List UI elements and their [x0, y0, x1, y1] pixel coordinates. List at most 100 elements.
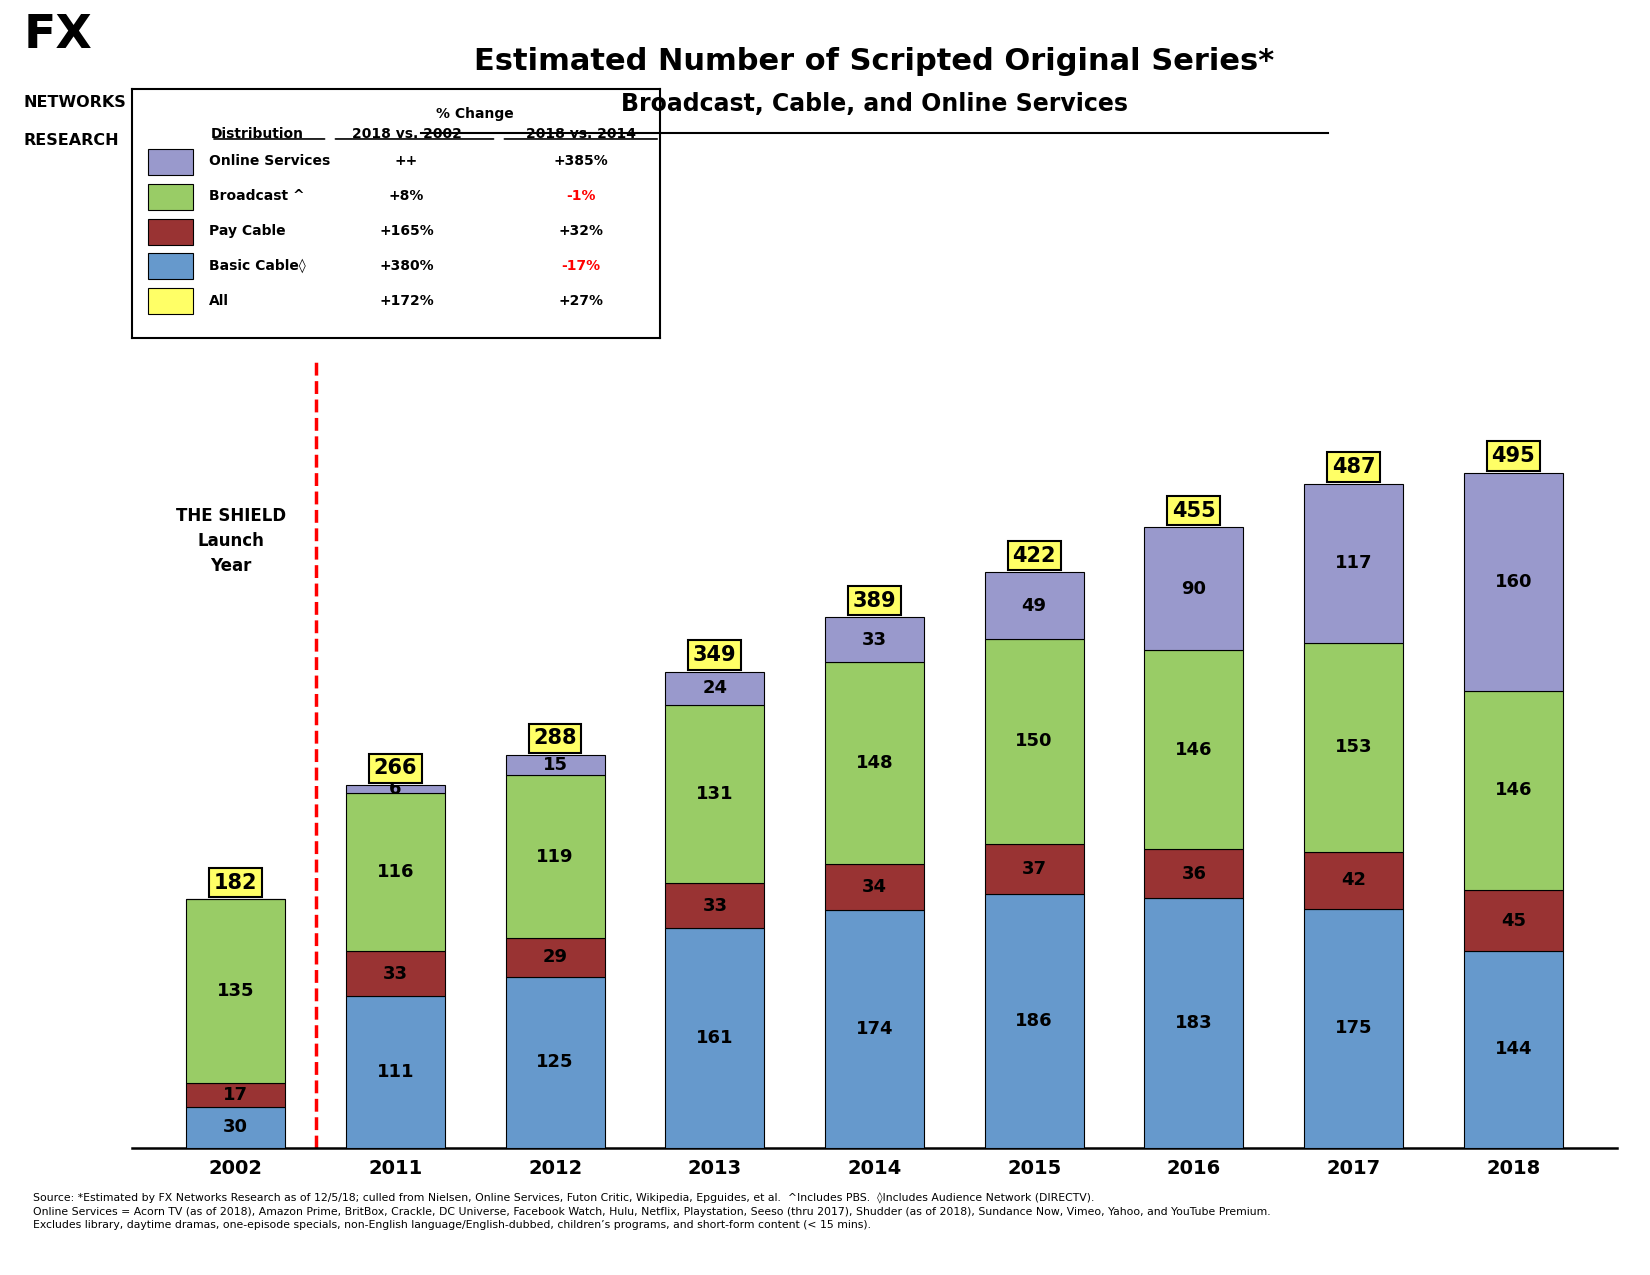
Text: 45: 45	[1502, 912, 1526, 929]
Text: 49: 49	[1021, 597, 1046, 615]
Text: Source: *Estimated by FX Networks Research as of 12/5/18; culled from Nielsen, O: Source: *Estimated by FX Networks Resear…	[33, 1192, 1270, 1230]
Text: +165%: +165%	[380, 224, 434, 238]
Bar	[1304, 852, 1402, 909]
Bar	[148, 288, 193, 314]
Bar	[1145, 528, 1244, 650]
Text: 30: 30	[223, 1118, 248, 1136]
Text: +32%: +32%	[558, 224, 604, 238]
Bar	[346, 951, 446, 996]
Text: 495: 495	[1492, 446, 1535, 467]
Text: 90: 90	[1181, 580, 1206, 598]
Text: 146: 146	[1495, 782, 1531, 799]
Text: 29: 29	[543, 949, 568, 966]
Bar	[1145, 898, 1244, 1148]
Text: 288: 288	[533, 728, 578, 748]
Text: 117: 117	[1335, 555, 1373, 572]
Bar	[985, 894, 1084, 1148]
Text: 33: 33	[861, 631, 888, 649]
Text: +27%: +27%	[558, 293, 604, 307]
Bar	[665, 928, 764, 1148]
Bar	[1464, 890, 1563, 951]
Text: +172%: +172%	[380, 293, 434, 307]
Text: 2018 vs. 2014: 2018 vs. 2014	[526, 126, 635, 140]
Bar	[148, 184, 193, 210]
Bar	[1304, 643, 1402, 852]
Text: 6: 6	[389, 780, 401, 798]
Text: 146: 146	[1175, 741, 1213, 759]
Text: 119: 119	[536, 848, 574, 866]
Text: 389: 389	[853, 590, 896, 611]
Text: 131: 131	[696, 785, 734, 803]
Text: Distribution: Distribution	[211, 126, 304, 140]
Bar	[148, 149, 193, 175]
Bar	[825, 617, 924, 662]
Bar	[985, 572, 1084, 639]
Text: 153: 153	[1335, 738, 1373, 756]
Text: Basic Cable◊: Basic Cable◊	[208, 259, 305, 273]
Text: % Change: % Change	[436, 107, 515, 121]
Text: NETWORKS: NETWORKS	[23, 94, 127, 110]
Text: 174: 174	[856, 1020, 893, 1038]
Bar	[1145, 650, 1244, 849]
Bar	[346, 793, 446, 951]
Text: All: All	[208, 293, 229, 307]
Bar	[825, 662, 924, 864]
Text: FX: FX	[23, 13, 92, 57]
Text: 175: 175	[1335, 1019, 1373, 1038]
Bar	[1145, 849, 1244, 898]
Text: 455: 455	[1172, 501, 1216, 520]
Bar	[505, 775, 604, 937]
Bar	[186, 1084, 285, 1107]
Text: RESEARCH: RESEARCH	[23, 133, 119, 148]
Text: 144: 144	[1495, 1040, 1531, 1058]
Bar	[1304, 909, 1402, 1148]
Text: 33: 33	[383, 965, 408, 983]
Text: 422: 422	[1013, 546, 1056, 566]
Text: 349: 349	[693, 645, 736, 666]
Text: -17%: -17%	[561, 259, 601, 273]
Bar	[346, 996, 446, 1148]
Text: 135: 135	[218, 983, 254, 1001]
Bar	[985, 639, 1084, 844]
Bar	[1304, 483, 1402, 643]
Bar	[825, 910, 924, 1148]
Text: 186: 186	[1015, 1012, 1053, 1030]
Bar	[1464, 951, 1563, 1148]
Bar	[148, 254, 193, 279]
Text: 2018 vs. 2002: 2018 vs. 2002	[351, 126, 462, 140]
Text: Broadcast, Cable, and Online Services: Broadcast, Cable, and Online Services	[620, 92, 1129, 116]
Text: Estimated Number of Scripted Original Series*: Estimated Number of Scripted Original Se…	[475, 47, 1274, 76]
Text: +385%: +385%	[553, 154, 609, 168]
Bar	[346, 785, 446, 793]
Bar	[186, 1107, 285, 1148]
Text: 160: 160	[1495, 572, 1531, 590]
Text: Broadcast ^: Broadcast ^	[208, 189, 304, 203]
Bar	[665, 884, 764, 928]
Text: 183: 183	[1175, 1014, 1213, 1031]
Text: +380%: +380%	[380, 259, 434, 273]
Bar	[186, 899, 285, 1084]
Text: 150: 150	[1015, 732, 1053, 751]
Text: 36: 36	[1181, 864, 1206, 882]
Text: 148: 148	[856, 754, 893, 773]
Text: 125: 125	[536, 1053, 574, 1071]
Text: Pay Cable: Pay Cable	[208, 224, 285, 238]
Bar	[825, 864, 924, 910]
Text: 487: 487	[1332, 456, 1376, 477]
Text: 17: 17	[223, 1086, 248, 1104]
Text: Online Services: Online Services	[208, 154, 330, 168]
Text: ++: ++	[394, 154, 417, 168]
Text: 161: 161	[696, 1029, 734, 1047]
Text: 42: 42	[1341, 871, 1366, 890]
Bar	[505, 937, 604, 977]
Text: 24: 24	[703, 680, 728, 697]
Text: +8%: +8%	[389, 189, 424, 203]
Bar	[1464, 473, 1563, 691]
Text: 266: 266	[373, 759, 417, 778]
Bar	[985, 844, 1084, 894]
Text: 34: 34	[861, 878, 888, 896]
Text: 116: 116	[376, 863, 414, 881]
Text: 33: 33	[703, 896, 728, 914]
Text: 37: 37	[1021, 859, 1046, 877]
Bar	[1464, 691, 1563, 890]
